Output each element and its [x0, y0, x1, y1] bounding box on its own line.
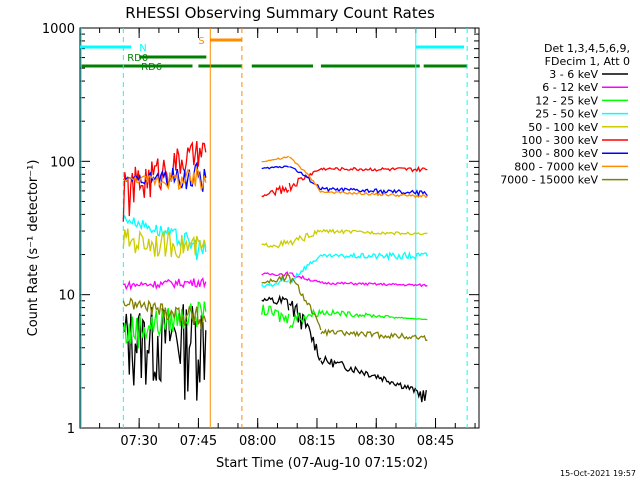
- legend-entry-5: 50 - 100 keV: [528, 121, 598, 134]
- y-tick-label: 10: [58, 289, 75, 304]
- series-5-line: [122, 228, 428, 259]
- x-tick-label: 08:00: [239, 434, 276, 449]
- series-3-group: [122, 301, 428, 349]
- plot-frame: [79, 27, 480, 429]
- series-9-group: [122, 272, 428, 341]
- x-tick-label: 08:30: [358, 434, 395, 449]
- series-8-line: [122, 155, 428, 199]
- legend-header-line-1: Det 1,3,4,5,6,9,: [544, 42, 630, 55]
- series-7-line: [122, 161, 428, 198]
- series-8-group: [122, 155, 428, 199]
- series-7-group: [122, 161, 428, 198]
- legend-entry-9: 7000 - 15000 keV: [500, 174, 598, 187]
- series-9-line: [122, 272, 428, 341]
- night-flag-label: N: [139, 43, 146, 54]
- x-axis-label: Start Time (07-Aug-10 07:15:02): [216, 456, 428, 471]
- legend-entry-4: 25 - 50 keV: [535, 108, 598, 121]
- x-tick-label: 07:45: [180, 434, 217, 449]
- saa-flag-label: S: [198, 36, 204, 47]
- legend-entry-8: 800 - 7000 keV: [514, 160, 598, 173]
- rd6-flag-label: RD6: [141, 62, 162, 73]
- legend-entry-6: 100 - 300 keV: [521, 134, 598, 147]
- legend-entry-1: 3 - 6 keV: [549, 68, 598, 81]
- legend-entry-2: 6 - 12 keV: [542, 81, 598, 94]
- legend: Det 1,3,4,5,6,9, FDecim 1, Att 0 3 - 6 k…: [500, 42, 630, 187]
- footer-date: 15-Oct-2021 19:57: [560, 469, 636, 478]
- y-axis-label: Count Rate (s⁻¹ detector⁻¹): [26, 160, 41, 337]
- legend-header-line-2: FDecim 1, Att 0: [545, 55, 630, 68]
- plot-area: 1 10 100 1000 07:30 07:45 08:00 08:15 08:30 08:45…: [42, 22, 480, 449]
- y-tick-label: 100: [50, 155, 75, 170]
- series-2-group: [123, 271, 428, 292]
- series-6-group: [122, 141, 428, 222]
- series-6-line: [122, 141, 428, 222]
- series-2-line: [123, 271, 428, 292]
- x-tick-label: 07:30: [120, 434, 157, 449]
- y-tick-label: 1000: [42, 22, 75, 37]
- x-tick-label: 08:45: [417, 434, 454, 449]
- series-3-line: [122, 301, 428, 349]
- rd0-flag-label: RD0: [127, 53, 148, 64]
- chart-title: RHESSI Observing Summary Count Rates: [125, 4, 435, 22]
- x-tick-label: 08:15: [298, 434, 335, 449]
- legend-entry-3: 12 - 25 keV: [535, 94, 598, 107]
- series-5-group: [122, 228, 428, 259]
- y-tick-label: 1: [67, 422, 75, 437]
- legend-entry-7: 300 - 800 keV: [521, 147, 598, 160]
